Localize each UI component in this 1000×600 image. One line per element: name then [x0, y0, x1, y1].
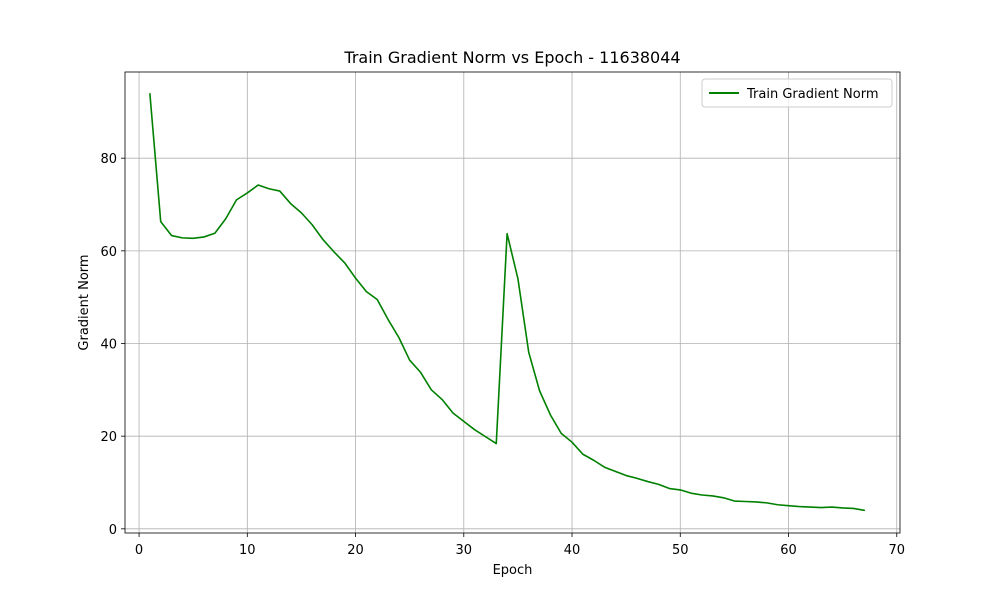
legend-box: [701, 78, 893, 108]
x-tick-label: 0: [135, 543, 143, 558]
y-tick-label: 60: [100, 245, 117, 260]
legend: Train Gradient Norm: [701, 78, 893, 108]
grid: [125, 72, 900, 533]
x-tick-label: 50: [672, 543, 689, 558]
x-tick-label: 40: [564, 543, 581, 558]
y-axis-label: Gradient Norm: [77, 254, 92, 350]
x-tick-label: 60: [780, 543, 797, 558]
axis-ticks: 0 10 20 30 40 50 60 70 0 20 40 60 80: [100, 152, 905, 558]
y-tick-label: 0: [109, 523, 117, 538]
chart-title: Train Gradient Norm vs Epoch - 11638044: [343, 48, 680, 67]
plot-lines: [149, 92, 866, 512]
legend-label: Train Gradient Norm: [746, 87, 879, 102]
y-tick-label: 80: [100, 152, 117, 167]
series-line: [149, 92, 866, 512]
x-tick-label: 70: [888, 543, 905, 558]
x-tick-label: 10: [239, 543, 256, 558]
y-tick-label: 40: [100, 338, 117, 353]
plot-area-frame: [124, 71, 901, 534]
x-tick-label: 30: [456, 543, 473, 558]
y-tick-label: 20: [100, 430, 117, 445]
x-tick-label: 20: [347, 543, 364, 558]
x-axis-label: Epoch: [493, 563, 533, 578]
